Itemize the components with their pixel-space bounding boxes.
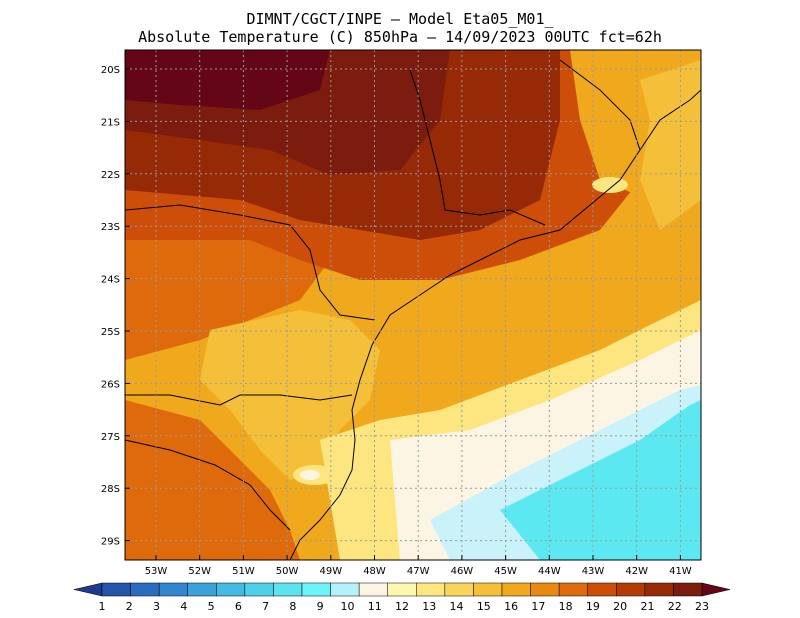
- map-title-line1: DIMNT/CGCT/INPE – Model Eta05_M01_: [246, 10, 554, 28]
- lon-label-42w: 42W: [625, 566, 648, 577]
- map-frame: [124, 49, 702, 561]
- colorbar-segment: [158, 582, 188, 597]
- colorbar-segment: [330, 582, 360, 597]
- lon-label-45w: 45W: [494, 566, 517, 577]
- lat-label-27s: 27S: [101, 432, 120, 443]
- colorbar-segment: [387, 582, 417, 597]
- colorbar-label-1: 1: [99, 600, 106, 613]
- lon-label-43w: 43W: [582, 566, 605, 577]
- field-ne-spot: [592, 177, 628, 193]
- colorbar-label-3: 3: [153, 600, 160, 613]
- colorbar-segment: [616, 582, 646, 597]
- lon-label-53w: 53W: [145, 566, 168, 577]
- field-south-warm: [125, 400, 300, 560]
- colorbar-label-17: 17: [531, 600, 545, 613]
- colorbar-label-11: 11: [368, 600, 382, 613]
- field-ocean-cold: [500, 400, 701, 560]
- colorbar-label-19: 19: [586, 600, 600, 613]
- colorbar-label-23: 23: [695, 600, 709, 613]
- lon-label-46w: 46W: [451, 566, 474, 577]
- colorbar-segment: [216, 582, 246, 597]
- state-border-3: [125, 439, 291, 531]
- colorbar-segment: [358, 582, 388, 597]
- state-border-2: [125, 394, 353, 406]
- coastline: [289, 89, 701, 560]
- state-border-1: [125, 204, 376, 321]
- colorbar: 1 2 3 4 5 6 7 8 9 10 11 12 13 14 15 16 17 18 19 20 21 22 23: [73, 582, 731, 613]
- colorbar-segment: [501, 582, 531, 597]
- coastline-borders: [125, 59, 701, 560]
- state-border-5: [559, 59, 641, 151]
- lat-label-26s: 26S: [101, 379, 120, 390]
- colorbar-label-4: 4: [180, 600, 187, 613]
- colorbar-segment: [301, 582, 331, 597]
- lon-label-50w: 50W: [276, 566, 299, 577]
- field-deep-maroon-core: [125, 50, 330, 110]
- colorbar-segment: [416, 582, 446, 597]
- colorbar-segment: [444, 582, 474, 597]
- colorbar-segment: [244, 582, 274, 597]
- map-title-line2: Absolute Temperature (C) 850hPa – 14/09/…: [138, 28, 662, 46]
- latitude-axis: 20S 21S 22S 23S 24S 25S 26S 27S 28S 29S: [101, 65, 130, 548]
- lon-label-48w: 48W: [363, 566, 386, 577]
- colorbar-label-18: 18: [559, 600, 573, 613]
- colorbar-label-6: 6: [235, 600, 242, 613]
- lat-label-20s: 20S: [101, 65, 120, 76]
- lon-label-44w: 44W: [538, 566, 561, 577]
- lon-label-41w: 41W: [669, 566, 692, 577]
- lat-label-22s: 22S: [101, 170, 120, 181]
- lon-label-49w: 49W: [319, 566, 342, 577]
- lon-label-51w: 51W: [232, 566, 255, 577]
- colorbar-segment: [587, 582, 617, 597]
- colorbar-segment: [101, 582, 131, 597]
- colorbar-label-8: 8: [289, 600, 296, 613]
- longitude-axis: 53W 52W 51W 50W 49W 48W 47W 46W 45W 44W 43W 42W 41W: [145, 555, 692, 577]
- lat-label-24s: 24S: [101, 275, 120, 286]
- lat-label-21s: 21S: [101, 117, 120, 128]
- colorbar-segment: [644, 582, 674, 597]
- lat-label-29s: 29S: [101, 537, 120, 548]
- colorbar-arrow-low: [73, 582, 103, 597]
- colorbar-label-14: 14: [450, 600, 464, 613]
- colorbar-label-13: 13: [422, 600, 436, 613]
- colorbar-segment: [187, 582, 217, 597]
- colorbar-segment: [130, 582, 160, 597]
- colorbar-segment: [473, 582, 503, 597]
- colorbar-segment: [530, 582, 560, 597]
- colorbar-label-20: 20: [613, 600, 627, 613]
- colorbar-label-10: 10: [340, 600, 354, 613]
- colorbar-label-9: 9: [317, 600, 324, 613]
- colorbar-label-12: 12: [395, 600, 409, 613]
- state-border-4: [409, 69, 546, 226]
- colorbar-label-21: 21: [640, 600, 654, 613]
- lat-label-25s: 25S: [101, 327, 120, 338]
- lon-label-52w: 52W: [188, 566, 211, 577]
- field-cool-spot: [300, 470, 320, 480]
- map-grid: [125, 50, 701, 560]
- colorbar-label-7: 7: [262, 600, 269, 613]
- lon-label-47w: 47W: [407, 566, 430, 577]
- colorbar-segment: [673, 582, 703, 597]
- colorbar-label-22: 22: [668, 600, 682, 613]
- colorbar-label-16: 16: [504, 600, 518, 613]
- lat-label-28s: 28S: [101, 484, 120, 495]
- lat-label-23s: 23S: [101, 222, 120, 233]
- colorbar-label-5: 5: [208, 600, 215, 613]
- colorbar-label-15: 15: [477, 600, 491, 613]
- colorbar-arrow-high: [701, 582, 731, 597]
- colorbar-label-2: 2: [126, 600, 133, 613]
- temperature-field: [125, 50, 701, 560]
- colorbar-segment: [273, 582, 303, 597]
- colorbar-segment: [558, 582, 588, 597]
